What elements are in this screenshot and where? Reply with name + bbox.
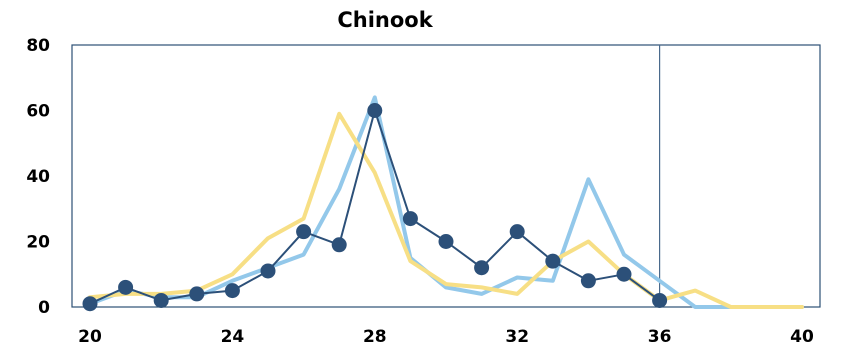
series-3-point-2 xyxy=(153,292,169,308)
x-tick-label-5: 40 xyxy=(790,327,814,347)
series-3-point-15 xyxy=(616,266,632,282)
series-2-line xyxy=(88,111,804,309)
y-tick-label-0: 0 xyxy=(38,298,50,318)
series-3-point-4 xyxy=(224,283,240,299)
series-3-point-12 xyxy=(509,224,525,240)
series-3-point-9 xyxy=(402,211,418,227)
series-3-point-13 xyxy=(545,253,561,269)
x-tick-label-1: 24 xyxy=(221,327,245,347)
y-tick-label-1: 20 xyxy=(26,233,50,253)
x-tick-label-4: 36 xyxy=(648,327,672,347)
series-3-line xyxy=(89,109,661,305)
y-tick-label-2: 40 xyxy=(26,167,50,187)
series-3-point-7 xyxy=(331,237,347,253)
y-tick-label-4: 80 xyxy=(26,36,50,56)
x-tick-label-3: 32 xyxy=(505,327,529,347)
series-3-point-0 xyxy=(82,296,98,312)
plot-area xyxy=(71,44,821,308)
series-1-line xyxy=(88,95,804,309)
series-3-point-6 xyxy=(296,224,312,240)
series-3-point-11 xyxy=(474,260,490,276)
series-3-point-3 xyxy=(189,286,205,302)
series-3-point-1 xyxy=(118,279,134,295)
series-3-point-16 xyxy=(652,292,668,308)
series-3-point-10 xyxy=(438,234,454,249)
series-3-point-8 xyxy=(367,103,383,118)
x-tick-label-0: 20 xyxy=(78,327,102,347)
chart-title: Chinook xyxy=(337,8,433,32)
series-3-point-5 xyxy=(260,263,276,279)
x-tick-label-2: 28 xyxy=(363,327,387,347)
y-tick-label-3: 60 xyxy=(26,102,50,122)
series-3-point-14 xyxy=(580,273,596,289)
